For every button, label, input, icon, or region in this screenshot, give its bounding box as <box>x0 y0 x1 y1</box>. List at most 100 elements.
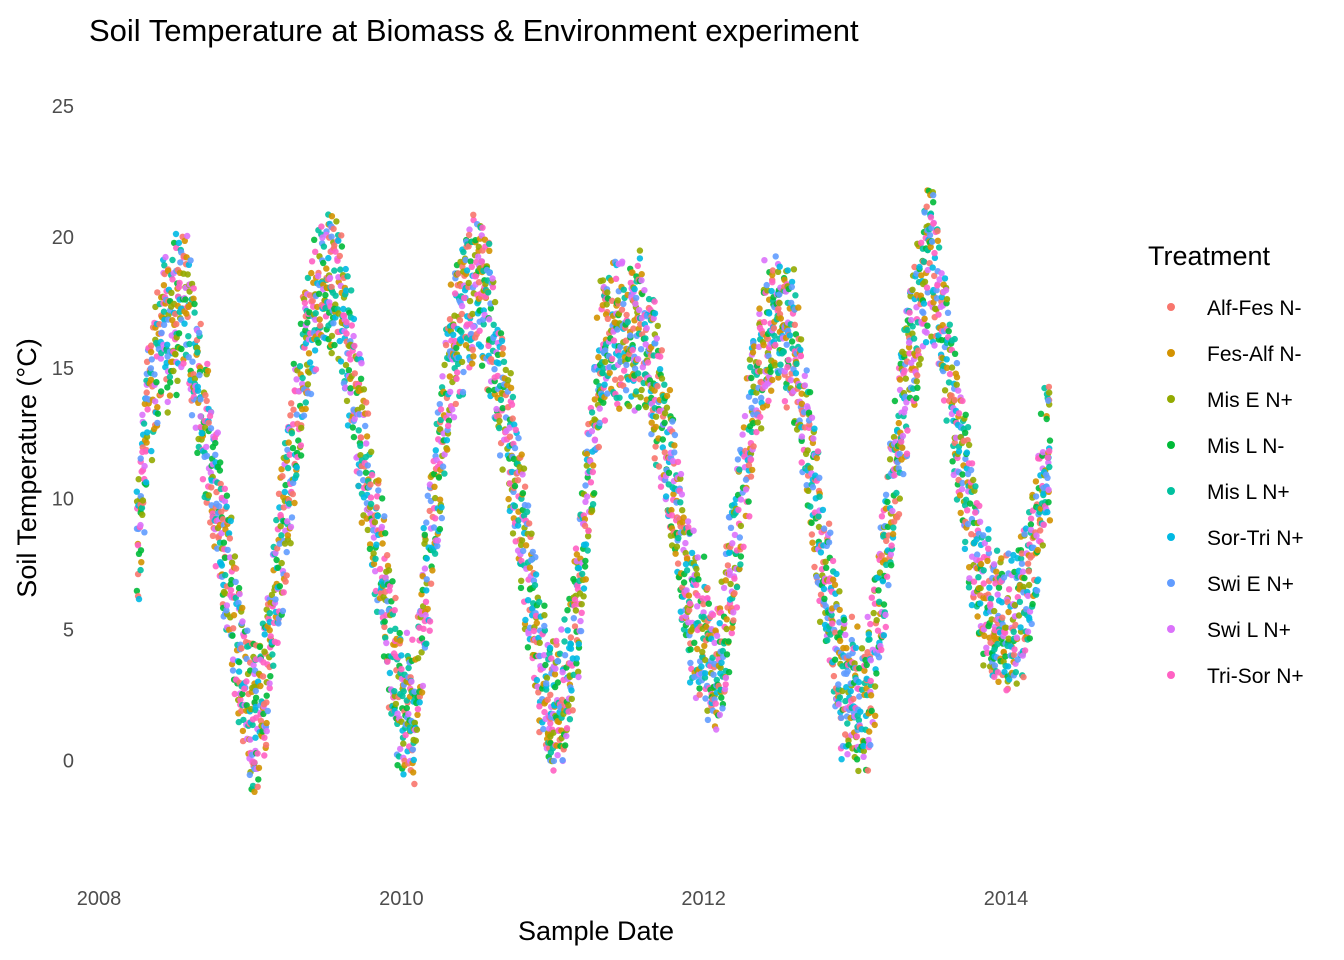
data-point <box>175 330 183 337</box>
data-point <box>244 627 251 634</box>
data-point <box>296 363 304 370</box>
data-point <box>486 269 493 277</box>
data-point <box>686 600 694 607</box>
data-point <box>1039 449 1047 456</box>
data-point <box>1005 586 1013 593</box>
data-point <box>229 667 237 674</box>
data-point <box>1019 568 1027 575</box>
data-point <box>747 456 755 463</box>
data-point <box>249 721 256 729</box>
data-point <box>567 634 575 641</box>
data-point <box>218 562 226 569</box>
data-point <box>446 373 453 380</box>
data-point <box>798 459 805 466</box>
data-point <box>288 430 296 437</box>
data-point <box>553 637 560 645</box>
data-point <box>181 320 188 327</box>
data-point <box>498 337 506 345</box>
data-point <box>257 717 265 725</box>
data-point <box>180 360 187 367</box>
data-point <box>414 706 422 713</box>
data-point <box>968 601 976 609</box>
data-point <box>301 299 309 307</box>
data-point <box>637 321 644 328</box>
data-point <box>227 587 235 594</box>
data-point <box>977 584 984 592</box>
data-point <box>305 350 313 357</box>
data-point <box>938 270 945 277</box>
data-point <box>133 587 141 595</box>
data-point <box>400 740 407 747</box>
data-point <box>940 397 948 404</box>
data-point <box>928 333 935 340</box>
data-point <box>308 258 316 265</box>
data-point <box>1016 598 1024 606</box>
data-point <box>992 580 999 587</box>
data-point <box>263 728 270 735</box>
data-point <box>730 609 737 616</box>
data-point <box>883 573 891 580</box>
data-point <box>808 519 815 527</box>
data-point <box>965 441 973 449</box>
data-point <box>154 419 161 427</box>
y-tick-label: 5 <box>63 620 74 642</box>
data-point <box>1045 499 1052 506</box>
data-point <box>510 455 518 463</box>
data-point <box>167 379 174 386</box>
data-point <box>998 555 1005 562</box>
data-point <box>460 248 467 256</box>
data-point <box>704 707 711 714</box>
data-point <box>910 335 918 342</box>
data-point <box>855 767 862 775</box>
data-point <box>191 300 198 308</box>
data-point <box>546 644 554 652</box>
data-point <box>414 655 422 662</box>
data-point <box>384 552 391 559</box>
legend: Treatment Alf-Fes N- Fes-Alf N- Mis E N+ Mi… <box>1148 241 1304 688</box>
data-point <box>328 213 336 220</box>
data-point <box>573 655 580 662</box>
data-point <box>964 437 971 444</box>
data-point <box>252 687 259 695</box>
data-point <box>397 637 404 644</box>
data-point <box>889 530 897 538</box>
data-point <box>474 253 482 260</box>
data-point <box>485 387 493 394</box>
data-point <box>290 479 297 487</box>
data-point <box>204 360 211 368</box>
data-point <box>397 745 404 753</box>
data-point <box>263 692 270 699</box>
data-point <box>225 530 233 537</box>
data-point <box>943 364 951 371</box>
data-point <box>821 595 828 602</box>
data-point <box>929 238 936 245</box>
data-point <box>523 508 531 515</box>
data-point <box>980 580 987 587</box>
data-point <box>766 310 773 317</box>
data-point <box>181 237 188 244</box>
data-point <box>860 747 867 755</box>
data-point <box>157 388 165 395</box>
data-point <box>441 361 448 369</box>
data-point <box>207 425 215 432</box>
data-point <box>633 388 640 395</box>
data-point <box>790 266 798 273</box>
data-point <box>866 728 873 735</box>
data-point <box>351 342 358 350</box>
data-point <box>770 325 778 332</box>
data-point <box>820 525 828 532</box>
data-point <box>665 469 673 476</box>
data-point <box>517 584 525 592</box>
data-point <box>985 535 992 542</box>
data-point <box>235 584 243 592</box>
data-point <box>582 557 589 565</box>
data-point <box>187 257 194 264</box>
data-point <box>1024 592 1032 600</box>
data-point <box>838 714 845 721</box>
data-point <box>570 615 577 622</box>
data-point <box>340 312 348 319</box>
data-point <box>704 584 711 592</box>
data-point <box>629 269 636 276</box>
data-point <box>653 335 660 342</box>
data-point <box>315 290 323 297</box>
